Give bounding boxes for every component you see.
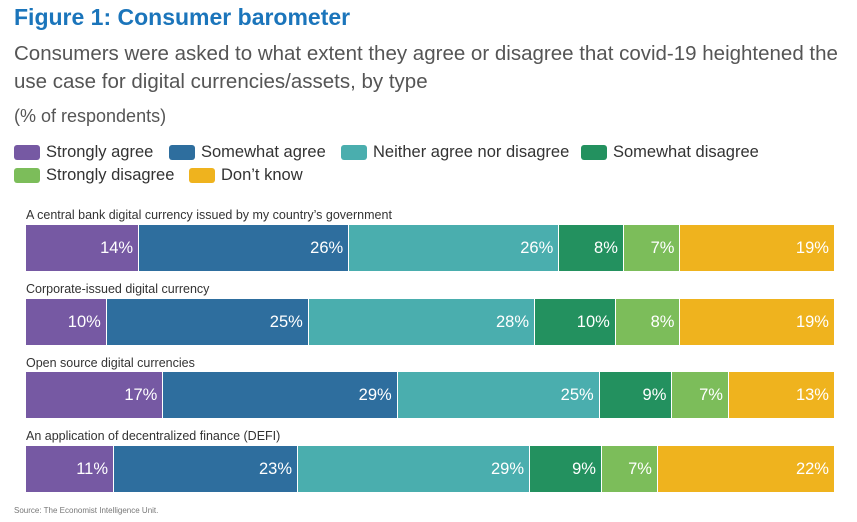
bar-segment: 8% bbox=[559, 225, 624, 271]
data-label: 25% bbox=[269, 313, 303, 331]
legend-label: Strongly disagree bbox=[46, 166, 175, 184]
data-label: 17% bbox=[124, 386, 158, 404]
source-note: Source: The Economist Intelligence Unit. bbox=[14, 506, 159, 515]
data-label: 23% bbox=[258, 460, 292, 478]
legend-swatch bbox=[14, 145, 40, 160]
legend-label: Somewhat agree bbox=[201, 143, 326, 161]
bar-segment: 13% bbox=[728, 372, 834, 418]
bar-segment: 17% bbox=[26, 372, 164, 418]
bar-segment: 7% bbox=[623, 225, 681, 271]
legend-item: Don’t know bbox=[189, 166, 303, 185]
bar-segment: 22% bbox=[657, 446, 834, 492]
bar-segment: 23% bbox=[114, 446, 298, 492]
category-label: Corporate-issued digital currency bbox=[26, 282, 210, 296]
data-label: 7% bbox=[650, 239, 675, 257]
legend-item: Neither agree nor disagree bbox=[341, 143, 569, 162]
stacked-bar: 10% 25% 28% 10% 8% 19% bbox=[26, 299, 834, 345]
bar-segment: 25% bbox=[106, 299, 309, 345]
stacked-bar: 14% 26% 26% 8% 7% 19% bbox=[26, 225, 834, 271]
data-label: 13% bbox=[795, 386, 829, 404]
stacked-bar: 11% 23% 29% 9% 7% 22% bbox=[26, 446, 834, 492]
bar-segment: 19% bbox=[680, 225, 834, 271]
data-label: 8% bbox=[594, 239, 618, 257]
unit-note: (% of respondents) bbox=[14, 106, 167, 126]
legend-label: Don’t know bbox=[221, 166, 303, 184]
category-label: An application of decentralized finance … bbox=[26, 429, 281, 443]
legend-item: Strongly disagree bbox=[14, 166, 174, 185]
bar-segment: 26% bbox=[139, 225, 350, 271]
stacked-bar: 17% 29% 25% 9% 7% 13% bbox=[26, 372, 834, 418]
data-label: 29% bbox=[358, 386, 392, 404]
bar-segment: 26% bbox=[349, 225, 560, 271]
bar-segment: 10% bbox=[26, 299, 107, 345]
data-label: 11% bbox=[76, 460, 108, 478]
legend-swatch bbox=[581, 145, 607, 160]
legend-item: Somewhat disagree bbox=[581, 143, 759, 162]
bar-segment: 25% bbox=[397, 372, 600, 418]
legend-label: Strongly agree bbox=[46, 143, 154, 161]
data-label: 14% bbox=[100, 239, 134, 257]
bar-segment: 7% bbox=[672, 372, 729, 418]
data-label: 22% bbox=[795, 460, 829, 478]
bar-segment: 9% bbox=[599, 372, 673, 418]
figure-title: Figure 1: Consumer barometer bbox=[14, 4, 351, 30]
bar-segment: 29% bbox=[163, 372, 398, 418]
legend-swatch bbox=[341, 145, 367, 160]
data-label: 19% bbox=[795, 313, 829, 331]
legend-item: Somewhat agree bbox=[169, 143, 326, 162]
data-label: 26% bbox=[310, 239, 344, 257]
figure-subtitle: Consumers were asked to what extent they… bbox=[14, 42, 838, 93]
bar-segment: 28% bbox=[308, 299, 536, 345]
bar-segment: 10% bbox=[535, 299, 616, 345]
legend-swatch bbox=[169, 145, 195, 160]
legend-swatch bbox=[189, 168, 215, 183]
data-label: 26% bbox=[520, 239, 554, 257]
data-label: 9% bbox=[572, 460, 596, 478]
bar-segment: 19% bbox=[680, 299, 834, 345]
data-label: 19% bbox=[795, 239, 829, 257]
legend-swatch bbox=[14, 168, 40, 183]
legend-label: Somewhat disagree bbox=[613, 143, 759, 161]
data-label: 7% bbox=[699, 386, 723, 404]
data-label: 10% bbox=[67, 313, 101, 331]
bar-segment: 11% bbox=[26, 446, 114, 492]
data-label: 8% bbox=[650, 313, 675, 331]
bar-segment: 7% bbox=[601, 446, 658, 492]
data-label: 25% bbox=[560, 386, 594, 404]
bar-segment: 8% bbox=[615, 299, 681, 345]
category-label: Open source digital currencies bbox=[26, 356, 195, 370]
data-label: 29% bbox=[490, 460, 524, 478]
legend-item: Strongly agree bbox=[14, 143, 153, 162]
legend-label: Neither agree nor disagree bbox=[373, 143, 570, 161]
data-label: 9% bbox=[642, 386, 667, 404]
data-label: 10% bbox=[576, 313, 610, 331]
category-label: A central bank digital currency issued b… bbox=[26, 208, 392, 222]
bar-segment: 9% bbox=[530, 446, 602, 492]
bar-segment: 29% bbox=[298, 446, 530, 492]
data-label: 7% bbox=[628, 460, 652, 478]
bar-segment: 14% bbox=[26, 225, 140, 271]
data-label: 28% bbox=[496, 313, 530, 331]
